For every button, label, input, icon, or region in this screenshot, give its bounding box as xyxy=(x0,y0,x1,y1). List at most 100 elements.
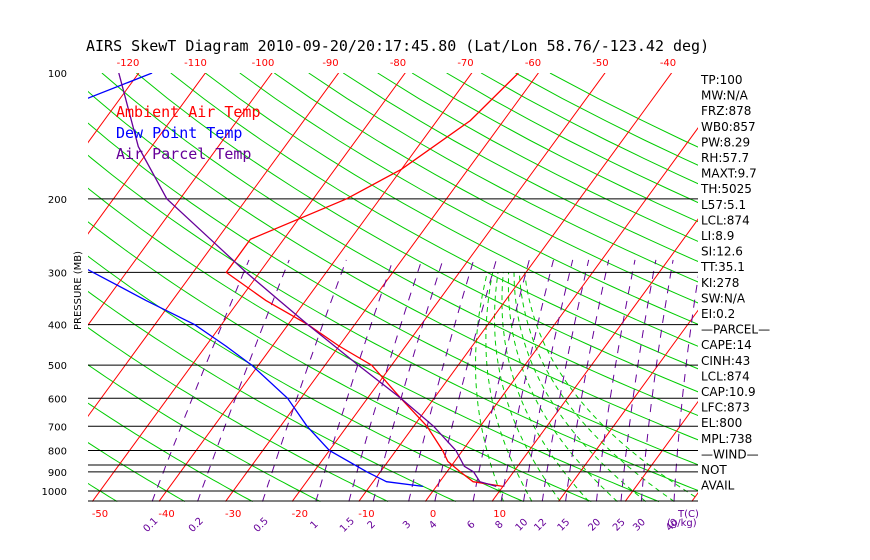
dry-adiabat xyxy=(342,73,698,263)
index-label: AVAIL xyxy=(701,479,735,493)
index-label: SW:N/A xyxy=(701,291,746,305)
profile-line xyxy=(118,73,497,488)
mixing-ratio-tick-label: 2 xyxy=(366,519,378,531)
dry-adiabat xyxy=(480,73,698,185)
pressure-tick-label: 200 xyxy=(48,195,67,206)
moist-adiabat xyxy=(501,272,590,502)
legend-entry: Ambient Air Temp xyxy=(116,103,261,121)
isobars xyxy=(88,198,698,502)
mixing-ratio-tick-label: 12 xyxy=(532,517,549,534)
index-label: SI:12.6 xyxy=(701,245,743,259)
profile-line xyxy=(88,73,424,488)
mixing-ratio-tick-label: 8 xyxy=(494,519,506,531)
dry-adiabat xyxy=(308,73,698,283)
moist-adiabat xyxy=(524,272,698,500)
mixing-ratio-tick-label: 0.5 xyxy=(252,516,271,535)
mixing-ratio-tick-label: 25 xyxy=(611,517,628,534)
profiles xyxy=(88,73,519,488)
mixing-ratio-line xyxy=(262,259,347,502)
moist-adiabat xyxy=(507,272,618,502)
pressure-tick-label: 600 xyxy=(48,394,67,405)
y-axis-label: PRESSURE (MB) xyxy=(73,251,84,330)
index-label: FRZ:878 xyxy=(701,104,751,118)
x-axis-label: T(C) xyxy=(677,509,699,520)
dry-adiabat xyxy=(411,73,698,223)
top-temp-tick-label: -50 xyxy=(592,58,608,69)
index-label: TH:5025 xyxy=(700,182,752,196)
legend: Ambient Air Temp Dew Point Temp Air Parcel… xyxy=(116,103,261,163)
moist-adiabat xyxy=(513,272,647,502)
isotherm xyxy=(491,218,698,502)
legend-entry: Dew Point Temp xyxy=(116,124,242,142)
dry-adiabat xyxy=(88,122,698,466)
index-label: LCL:874 xyxy=(701,213,750,227)
background-lines xyxy=(0,64,698,503)
dry-adiabat xyxy=(0,73,50,502)
isotherm xyxy=(558,309,698,502)
dry-adiabat xyxy=(446,73,698,204)
mixing-ratio-tick-label: 1.5 xyxy=(338,516,357,535)
index-label: PW:8.29 xyxy=(701,135,750,149)
mixing-ratio-line xyxy=(315,259,394,502)
pressure-tick-label: 500 xyxy=(48,361,67,372)
pressure-tick-label: 400 xyxy=(48,321,67,332)
dry-adiabat xyxy=(88,154,698,491)
mixing-ratio-unit: (g/kg) xyxy=(667,518,697,529)
index-label: NOT xyxy=(701,463,727,477)
index-label: TT:35.1 xyxy=(700,260,745,274)
pressure-tick-label: 1000 xyxy=(42,487,67,498)
top-temp-tick-label: -70 xyxy=(457,58,473,69)
top-temp-tick-label: -100 xyxy=(252,58,275,69)
moist-adiabat xyxy=(474,272,504,502)
dry-adiabat xyxy=(88,187,660,503)
dry-adiabat xyxy=(377,73,698,242)
index-label: LI:8.9 xyxy=(701,229,734,243)
mixing-ratio-tick-label: 0.2 xyxy=(187,516,206,535)
index-label: —WIND— xyxy=(701,447,759,461)
bottom-temp-tick-label: -30 xyxy=(225,509,241,520)
isotherm xyxy=(88,73,140,144)
mixing-ratio-tick-label: 10 xyxy=(514,517,531,534)
profile-line xyxy=(225,73,519,488)
moist-adiabat xyxy=(485,272,533,502)
dry-adiabat xyxy=(274,73,698,304)
dry-adiabat xyxy=(170,73,698,370)
index-label: EL:800 xyxy=(701,416,742,430)
index-label: WB0:857 xyxy=(701,120,756,134)
dry-adiabat xyxy=(205,73,698,347)
index-label: L57:5.1 xyxy=(701,198,746,212)
isotherm xyxy=(291,73,606,502)
bottom-temp-tick-label: -20 xyxy=(292,509,308,520)
top-temp-tick-label: -120 xyxy=(117,58,140,69)
top-temp-tick-label: -40 xyxy=(660,58,676,69)
isotherm xyxy=(424,127,698,502)
index-label: CAPE:14 xyxy=(701,338,752,352)
mixing-ratio-tick-label: 15 xyxy=(556,517,573,534)
index-label: EI:0.2 xyxy=(701,307,735,321)
index-label: MAXT:9.7 xyxy=(701,167,757,181)
pressure-tick-label: 700 xyxy=(48,422,67,433)
top-temp-tick-label: -110 xyxy=(184,58,207,69)
moist-adiabat xyxy=(518,272,675,503)
mixing-ratio-tick-label: 1 xyxy=(308,519,320,531)
dry-adiabat xyxy=(136,73,698,393)
moist-adiabat xyxy=(493,272,561,502)
mixing-ratio-tick-label: 4 xyxy=(427,519,439,531)
pressure-tick-label: 100 xyxy=(48,69,67,80)
pressure-tick-label: 900 xyxy=(48,468,67,479)
isotherm xyxy=(0,64,12,502)
bottom-temp-tick-label: 0 xyxy=(430,509,436,520)
isotherm xyxy=(158,73,473,502)
mixing-ratio-tick-label: 20 xyxy=(586,517,603,534)
bottom-temp-tick-label: -10 xyxy=(358,509,374,520)
bottom-temp-tick-label: -40 xyxy=(158,509,174,520)
isotherm xyxy=(624,400,698,502)
top-temp-tick-label: -60 xyxy=(525,58,541,69)
isotherm xyxy=(88,73,340,418)
pressure-tick-label: 800 xyxy=(48,446,67,457)
pressure-tick-label: 300 xyxy=(48,268,67,279)
index-label: TP:100 xyxy=(700,73,743,87)
top-temp-tick-label: -90 xyxy=(322,58,338,69)
